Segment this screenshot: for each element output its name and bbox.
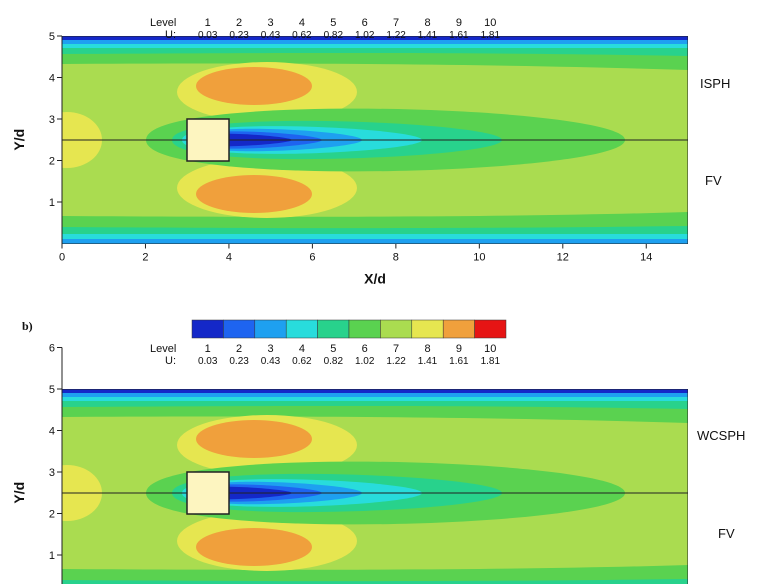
legend-u-value: 1.81 [481, 356, 501, 367]
x-tick-label: 12 [557, 252, 569, 264]
legend-level: 5 [330, 343, 336, 355]
legend-level: 9 [456, 343, 462, 355]
x-tick-label: 2 [142, 252, 148, 264]
y-tick-label: 4 [49, 426, 55, 438]
y-tick-label: 2 [49, 156, 55, 168]
method-label: ISPH [700, 76, 730, 91]
legend-level: 9 [456, 17, 462, 29]
legend-u-label: U: [165, 29, 176, 41]
legend-level: 7 [393, 343, 399, 355]
legend-level: 3 [267, 343, 273, 355]
legend-level: 5 [330, 17, 336, 29]
y-tick-label: 4 [49, 73, 55, 85]
legend-u-value: 0.03 [198, 356, 218, 367]
legend-u-value: 1.61 [449, 356, 469, 367]
y-axis-label: Y/d [11, 482, 27, 504]
x-axis-label: X/d [364, 271, 386, 287]
legend-level: 6 [362, 343, 368, 355]
legend-u-value: 1.61 [449, 30, 469, 41]
legend-u-value: 1.22 [386, 356, 406, 367]
legend-level: 4 [299, 343, 305, 355]
colorbar-cell [285, 319, 318, 339]
legend-level: 8 [424, 343, 430, 355]
y-tick-label: 1 [49, 197, 55, 209]
reference-label: FV [718, 526, 735, 541]
colorbar-cell [348, 319, 381, 339]
colorbar-cell [317, 319, 350, 339]
legend-level: 3 [267, 17, 273, 29]
legend-u-value: 1.41 [418, 30, 438, 41]
colorbar-cell [223, 319, 256, 339]
legend-u-value: 0.23 [229, 30, 249, 41]
legend-level-label: Level [150, 343, 176, 355]
legend-level: 2 [236, 17, 242, 29]
colorbar-cell [411, 319, 444, 339]
legend-u-value: 0.62 [292, 356, 312, 367]
y-tick-label: 5 [49, 31, 55, 43]
legend-u-value: 0.23 [229, 356, 249, 367]
reference-label: FV [705, 173, 722, 188]
x-tick-label: 8 [393, 252, 399, 264]
legend-level: 2 [236, 343, 242, 355]
contour-field [32, 389, 688, 584]
y-tick-label: 3 [49, 467, 55, 479]
method-label: WCSPH [697, 428, 745, 443]
legend-level-label: Level [150, 17, 176, 29]
legend-u-value: 0.43 [261, 30, 281, 41]
legend-level: 10 [484, 343, 496, 355]
y-tick-label: 5 [49, 384, 55, 396]
panel-label: b) [22, 319, 33, 333]
legend-u-value: 0.62 [292, 30, 312, 41]
legend-u-value: 1.02 [355, 30, 375, 41]
y-tick-label: 1 [49, 550, 55, 562]
x-tick-label: 0 [59, 252, 65, 264]
legend-u-value: 1.81 [481, 30, 501, 41]
y-tick-label: 2 [49, 509, 55, 521]
legend-level: 1 [205, 17, 211, 29]
y-tick-label: 6 [49, 343, 55, 355]
legend-u-value: 1.22 [386, 30, 406, 41]
x-tick-label: 6 [309, 252, 315, 264]
legend-level: 6 [362, 17, 368, 29]
colorbar-cell [191, 319, 224, 339]
legend-u-value: 0.82 [324, 30, 344, 41]
colorbar-cell [474, 319, 507, 339]
legend-level: 4 [299, 17, 305, 29]
colorbar-cell [380, 319, 413, 339]
legend-level: 1 [205, 343, 211, 355]
legend-u-value: 0.03 [198, 30, 218, 41]
legend-u-value: 0.43 [261, 356, 281, 367]
x-tick-label: 10 [473, 252, 485, 264]
legend-level: 8 [424, 17, 430, 29]
legend-u-value: 1.41 [418, 356, 438, 367]
legend-level: 7 [393, 17, 399, 29]
legend-u-value: 0.82 [324, 356, 344, 367]
x-tick-label: 14 [640, 252, 652, 264]
y-axis-label: Y/d [11, 129, 27, 151]
y-tick-label: 3 [49, 114, 55, 126]
x-tick-label: 4 [226, 252, 232, 264]
colorbar-cell [254, 319, 287, 339]
legend-u-label: U: [165, 355, 176, 367]
legend-u-value: 1.02 [355, 356, 375, 367]
legend-level: 10 [484, 17, 496, 29]
contour-field [32, 36, 688, 244]
colorbar-cell [442, 319, 475, 339]
